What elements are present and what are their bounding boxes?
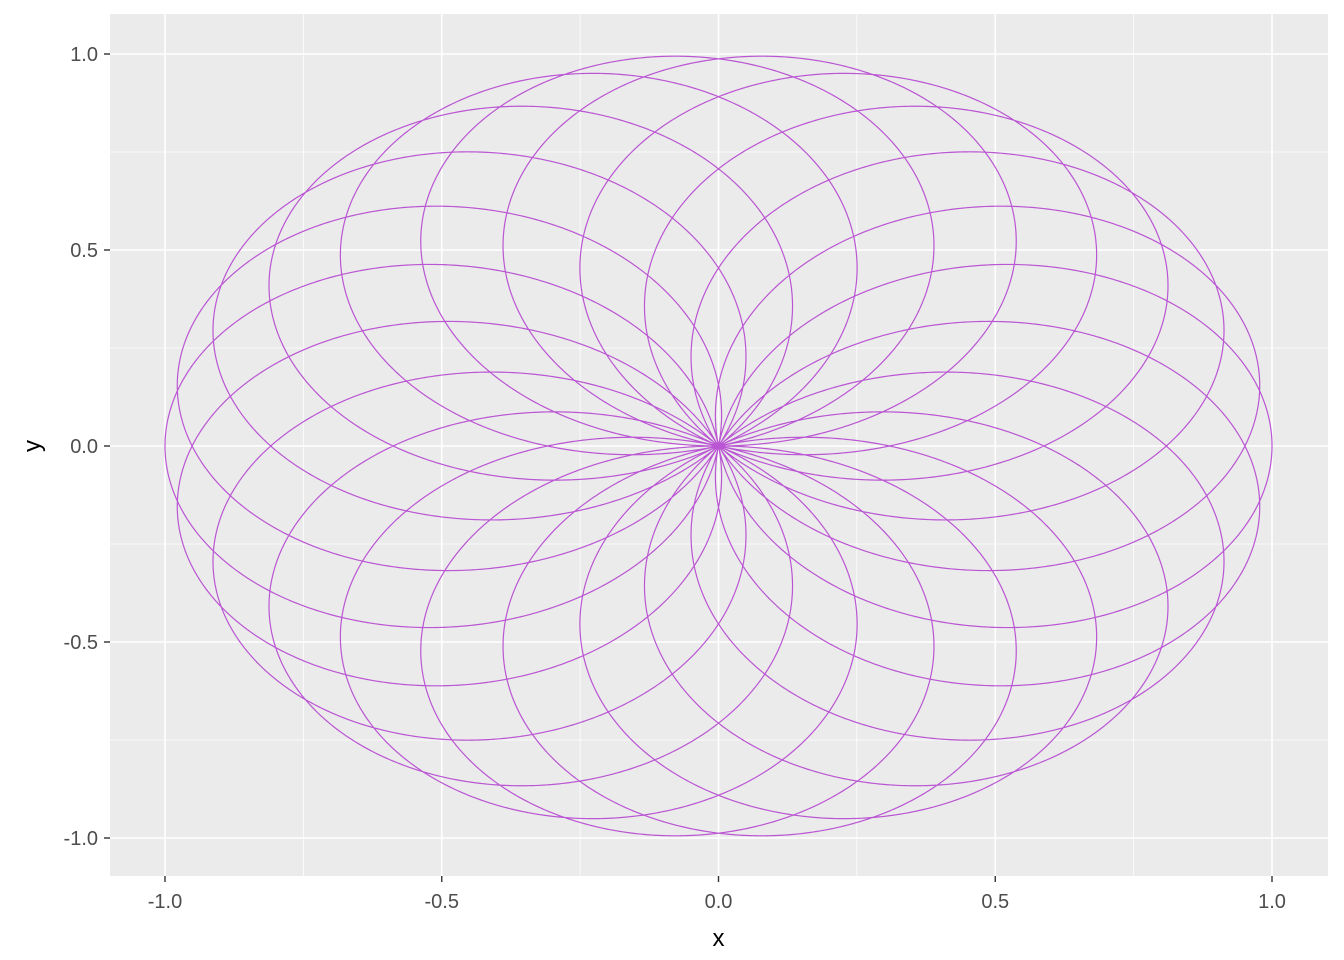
y-tick-label: 1.0 xyxy=(70,44,98,66)
y-tick-label: 0.0 xyxy=(70,436,98,458)
y-tick-label: -0.5 xyxy=(64,632,98,654)
x-axis: -1.0 -0.5 0.0 0.5 1.0 xyxy=(148,876,1286,913)
rose-curve-line xyxy=(164,55,1273,837)
y-axis: 1.0 0.5 0.0 -0.5 -1.0 xyxy=(64,44,110,850)
y-tick-label: -1.0 xyxy=(64,828,98,850)
x-tick-label: 0.0 xyxy=(705,891,733,913)
x-tick-label: 0.5 xyxy=(981,891,1009,913)
x-axis-title: x xyxy=(713,925,725,952)
y-tick-label: 0.5 xyxy=(70,240,98,262)
x-tick-label: 1.0 xyxy=(1258,891,1286,913)
y-axis-title: y xyxy=(19,440,46,452)
x-tick-label: -1.0 xyxy=(148,891,182,913)
x-tick-label: -0.5 xyxy=(425,891,459,913)
data-series xyxy=(164,55,1273,837)
